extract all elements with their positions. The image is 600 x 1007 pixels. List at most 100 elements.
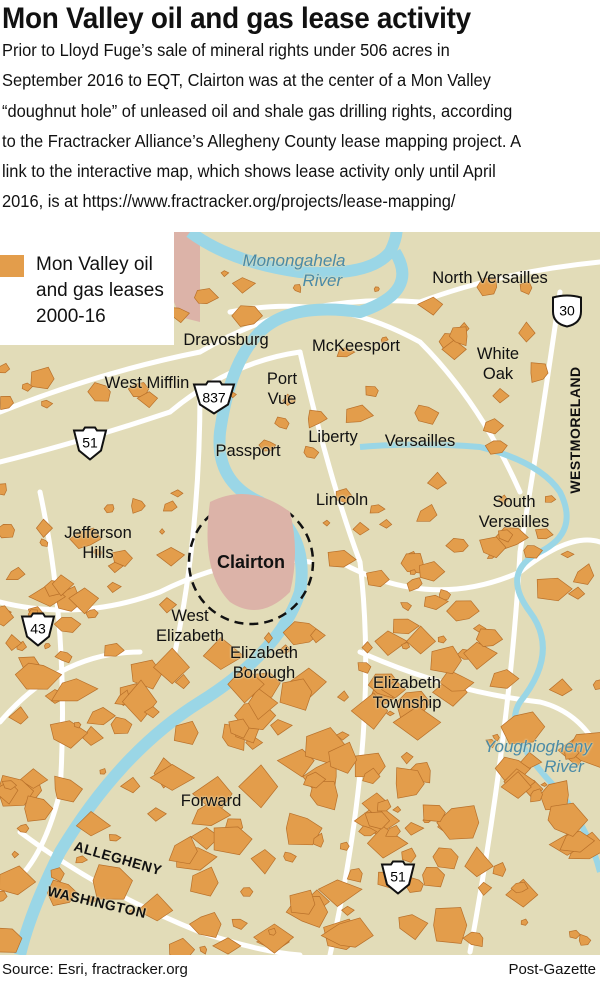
lease-parcel <box>364 811 391 830</box>
lease-parcel <box>188 911 222 938</box>
lease-parcel <box>430 645 462 675</box>
lease-parcel <box>16 823 30 833</box>
lease-parcel <box>292 284 302 293</box>
lease-parcel <box>92 548 103 557</box>
lease-parcel <box>350 692 389 730</box>
lease-parcel <box>404 821 425 836</box>
svg-text:30: 30 <box>559 303 575 319</box>
lease-parcel <box>213 826 253 856</box>
lease-swatch <box>0 255 24 277</box>
lease-parcel <box>5 633 22 651</box>
lease-parcel <box>369 504 386 514</box>
lease-parcel <box>170 489 184 498</box>
lease-parcel <box>358 825 378 837</box>
pa-route-51-south-shield: 51 <box>380 860 416 900</box>
lease-parcel <box>312 832 324 848</box>
place-forward: Forward <box>180 792 242 810</box>
lease-parcel <box>248 687 279 721</box>
lease-parcel <box>401 847 417 863</box>
lease-parcel <box>131 497 146 514</box>
lease-parcel <box>446 600 480 622</box>
lease-parcel <box>47 879 78 906</box>
lease-parcel <box>136 893 174 922</box>
lease-parcel <box>426 471 448 490</box>
lease-parcel <box>149 763 196 791</box>
lease-parcel <box>445 538 469 553</box>
lease-parcel <box>82 725 104 746</box>
lease-parcel <box>505 878 539 908</box>
place-liberty: Liberty <box>308 428 358 446</box>
lease-parcel <box>51 574 75 597</box>
lease-parcel <box>398 914 429 941</box>
lease-parcel <box>53 617 82 633</box>
lease-parcel <box>520 751 543 769</box>
lease-parcel <box>448 326 468 347</box>
lease-parcel <box>564 746 580 760</box>
svg-text:51: 51 <box>390 869 406 885</box>
lease-parcel <box>263 632 273 644</box>
lease-parcel <box>136 391 159 409</box>
lease-parcel <box>212 937 242 955</box>
lease-parcel <box>520 918 529 926</box>
lease-parcel <box>309 780 338 811</box>
youghiogheny-river <box>359 441 600 873</box>
lease-parcel <box>380 680 407 699</box>
lease-parcel <box>103 504 115 514</box>
lease-parcel <box>75 855 89 864</box>
description-line: September 2016 to EQT, Clairton was at t… <box>2 70 491 90</box>
svg-text:51: 51 <box>82 435 98 451</box>
place-south-versailles: South Versailles <box>478 493 550 531</box>
lease-parcel <box>50 867 65 883</box>
youghiogheny-river-label: Youghiogheny River <box>484 737 592 776</box>
source-credit: Source: Esri, fractracker.org <box>2 961 188 978</box>
lease-parcel <box>492 733 500 742</box>
lease-parcel <box>432 847 459 870</box>
description-line: “doughnut hole” of unleased oil and shal… <box>2 101 513 121</box>
lease-parcel <box>152 647 190 685</box>
lease-parcel <box>327 550 357 568</box>
lease-parcel <box>400 751 414 765</box>
lease-parcel <box>578 933 592 946</box>
lease-parcel <box>190 827 221 850</box>
lease-parcel <box>464 846 494 878</box>
lease-parcel <box>414 404 440 425</box>
lease-parcel <box>335 488 353 504</box>
place-dravosburg: Dravosburg <box>183 331 269 349</box>
place-clairton: Clairton <box>216 552 286 572</box>
lease-parcel <box>341 905 355 916</box>
lease-parcel <box>231 305 263 327</box>
place-mckeesport: McKeesport <box>311 337 401 355</box>
lease-parcel <box>568 929 581 939</box>
lease-parcel <box>530 788 543 803</box>
lease-parcel <box>68 587 100 615</box>
pa-route-51-shield: 51 <box>72 426 108 466</box>
lease-parcel <box>476 277 498 297</box>
lease-parcel <box>401 641 411 650</box>
lease-parcel <box>0 605 15 627</box>
lease-parcel <box>317 879 363 907</box>
lease-parcel <box>547 802 589 837</box>
lease-parcel <box>439 669 475 692</box>
lease-parcel <box>75 811 112 837</box>
place-versailles: Versailles <box>384 432 456 450</box>
place-elizabeth-borough: Elizabeth Borough <box>230 644 298 682</box>
place-white-oak: White Oak <box>476 345 520 383</box>
lease-parcel <box>87 895 98 904</box>
lease-parcel <box>119 776 141 794</box>
lease-parcel <box>39 538 49 547</box>
place-jefferson-hills: Jefferson Hills <box>64 524 132 562</box>
lease-parcel <box>0 396 14 411</box>
lease-parcel <box>279 678 313 711</box>
lease-parcel <box>111 549 133 567</box>
lease-parcel <box>50 678 99 702</box>
lease-parcel <box>492 862 507 877</box>
lease-parcel <box>406 625 437 655</box>
lease-parcel <box>540 782 548 787</box>
lease-parcel <box>86 707 116 726</box>
lease-parcel <box>307 409 328 429</box>
legend-label: 2000-16 <box>36 306 106 327</box>
lease-parcel <box>159 528 166 535</box>
lease-parcel <box>336 690 349 702</box>
lease-parcel <box>380 336 389 343</box>
lease-parcel <box>202 637 245 670</box>
